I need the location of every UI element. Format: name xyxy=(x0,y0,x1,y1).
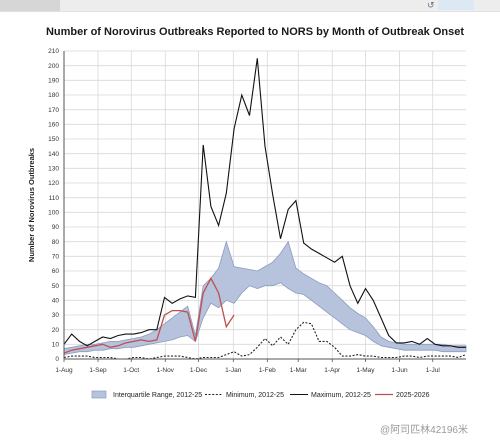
chart-frame xyxy=(4,14,494,438)
legend-swatch-iqr xyxy=(91,390,107,399)
y-axis-label: Number of Norovirus Outbreaks xyxy=(27,148,36,262)
grid xyxy=(63,50,466,360)
maximum-line xyxy=(63,58,466,348)
link-icon[interactable]: ↺ xyxy=(427,0,435,10)
y-tick-label: 210 xyxy=(48,48,59,55)
x-tick-label: 1-Dec xyxy=(190,367,208,374)
x-tick-label: 1-Apr xyxy=(324,367,341,374)
legend-label: Interquartile Range, 2012-25 xyxy=(113,392,202,399)
chart-title: Number of Norovirus Outbreaks Reported t… xyxy=(46,26,464,38)
x-tick-label: 1-Jul xyxy=(426,367,441,374)
y-tick-label: 50 xyxy=(52,283,60,290)
iqr-area xyxy=(63,240,467,356)
legend-label: Minimum, 2012-25 xyxy=(226,392,284,399)
x-tick-label: 1-May xyxy=(356,367,375,374)
y-tick-label: 190 xyxy=(48,78,59,85)
y-tick-label: 180 xyxy=(48,92,59,99)
y-tick-label: 160 xyxy=(48,122,59,129)
y-tick-label: 0 xyxy=(55,356,59,363)
y-tick-label: 60 xyxy=(52,268,60,275)
x-tick-label: 1-Aug xyxy=(55,367,73,374)
y-tick-label: 130 xyxy=(48,166,59,173)
watermark: @阿司匹林42196米 xyxy=(380,425,468,436)
x-tick-label: 1-Feb xyxy=(259,367,276,374)
axes: 0 10 20 30 40 50 60 70 80 90 100 110 120 130 140 150 160… xyxy=(48,48,466,374)
y-tick-label: 40 xyxy=(52,298,60,305)
y-tick-label: 150 xyxy=(48,136,59,143)
x-tick-label: 1-Jan xyxy=(225,367,242,374)
x-tick-label: 1-Nov xyxy=(157,367,175,374)
current-season-line xyxy=(63,276,235,354)
top-divider xyxy=(0,11,500,12)
x-tick-label: 1-Jun xyxy=(391,367,408,374)
x-tick-label: 1-Mar xyxy=(290,367,308,374)
y-tick-label: 30 xyxy=(52,312,60,319)
y-tick-label: 70 xyxy=(52,254,60,261)
iqr-band xyxy=(63,240,467,356)
y-tick-label: 120 xyxy=(48,180,59,187)
y-tick-label: 100 xyxy=(48,210,59,217)
top-action-button[interactable] xyxy=(438,0,474,10)
legend-label: Maximum, 2012-25 xyxy=(311,392,371,399)
series-lines xyxy=(63,58,467,360)
legend: Interquartile Range, 2012-25 Minimum, 201… xyxy=(91,390,430,399)
x-tick-label: 1-Oct xyxy=(123,367,139,374)
minimum-line xyxy=(63,321,467,360)
y-tick-label: 10 xyxy=(52,342,60,349)
x-tick-label: 1-Sep xyxy=(89,367,107,374)
y-tick-label: 200 xyxy=(48,63,59,70)
top-strip-block xyxy=(0,0,60,12)
y-tick-label: 90 xyxy=(52,224,60,231)
y-tick-label: 170 xyxy=(48,107,59,114)
y-tick-label: 80 xyxy=(52,239,60,246)
legend-label: 2025-2026 xyxy=(396,392,430,399)
top-strip xyxy=(0,0,500,12)
y-tick-label: 140 xyxy=(48,151,59,158)
y-tick-label: 110 xyxy=(49,195,60,202)
y-tick-label: 20 xyxy=(52,327,60,334)
